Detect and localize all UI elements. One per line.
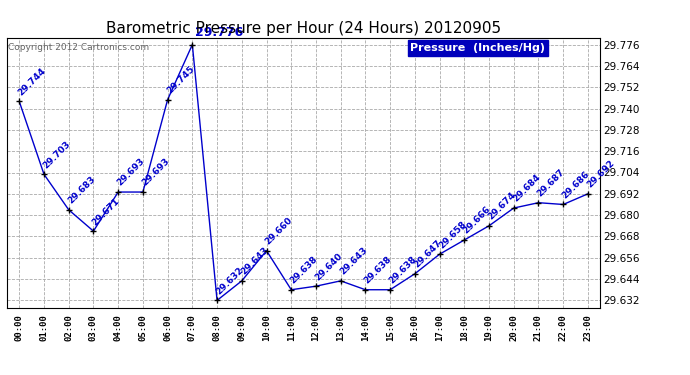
Text: Pressure  (Inches/Hg): Pressure (Inches/Hg) [411,43,545,53]
Text: 29.643: 29.643 [338,246,369,277]
Text: 29.640: 29.640 [313,251,344,282]
Text: 29.693: 29.693 [115,157,146,188]
Text: 29.647: 29.647 [412,238,443,270]
Text: 29.643: 29.643 [239,246,270,277]
Text: 29.744: 29.744 [17,66,48,97]
Text: 29.660: 29.660 [264,216,295,246]
Text: 29.693: 29.693 [140,157,171,188]
Text: 29.658: 29.658 [437,219,468,250]
Text: Copyright 2012 Cartronics.com: Copyright 2012 Cartronics.com [8,43,149,52]
Text: 29.638: 29.638 [288,255,319,286]
Text: 29.674: 29.674 [486,190,518,222]
Text: 29.638: 29.638 [363,255,393,286]
Title: Barometric Pressure per Hour (24 Hours) 20120905: Barometric Pressure per Hour (24 Hours) … [106,21,501,36]
Text: 29.683: 29.683 [66,175,97,206]
Text: 29.671: 29.671 [90,196,121,227]
Text: 29.776: 29.776 [195,26,244,39]
Text: 29.745: 29.745 [165,64,196,96]
Text: 29.703: 29.703 [41,139,72,170]
Text: 29.687: 29.687 [535,168,566,198]
Text: 29.692: 29.692 [585,159,616,190]
Text: 29.666: 29.666 [462,205,493,236]
Text: 29.632: 29.632 [215,265,245,296]
Text: 29.684: 29.684 [511,173,542,204]
Text: 29.686: 29.686 [560,170,591,200]
Text: 29.638: 29.638 [387,255,418,286]
